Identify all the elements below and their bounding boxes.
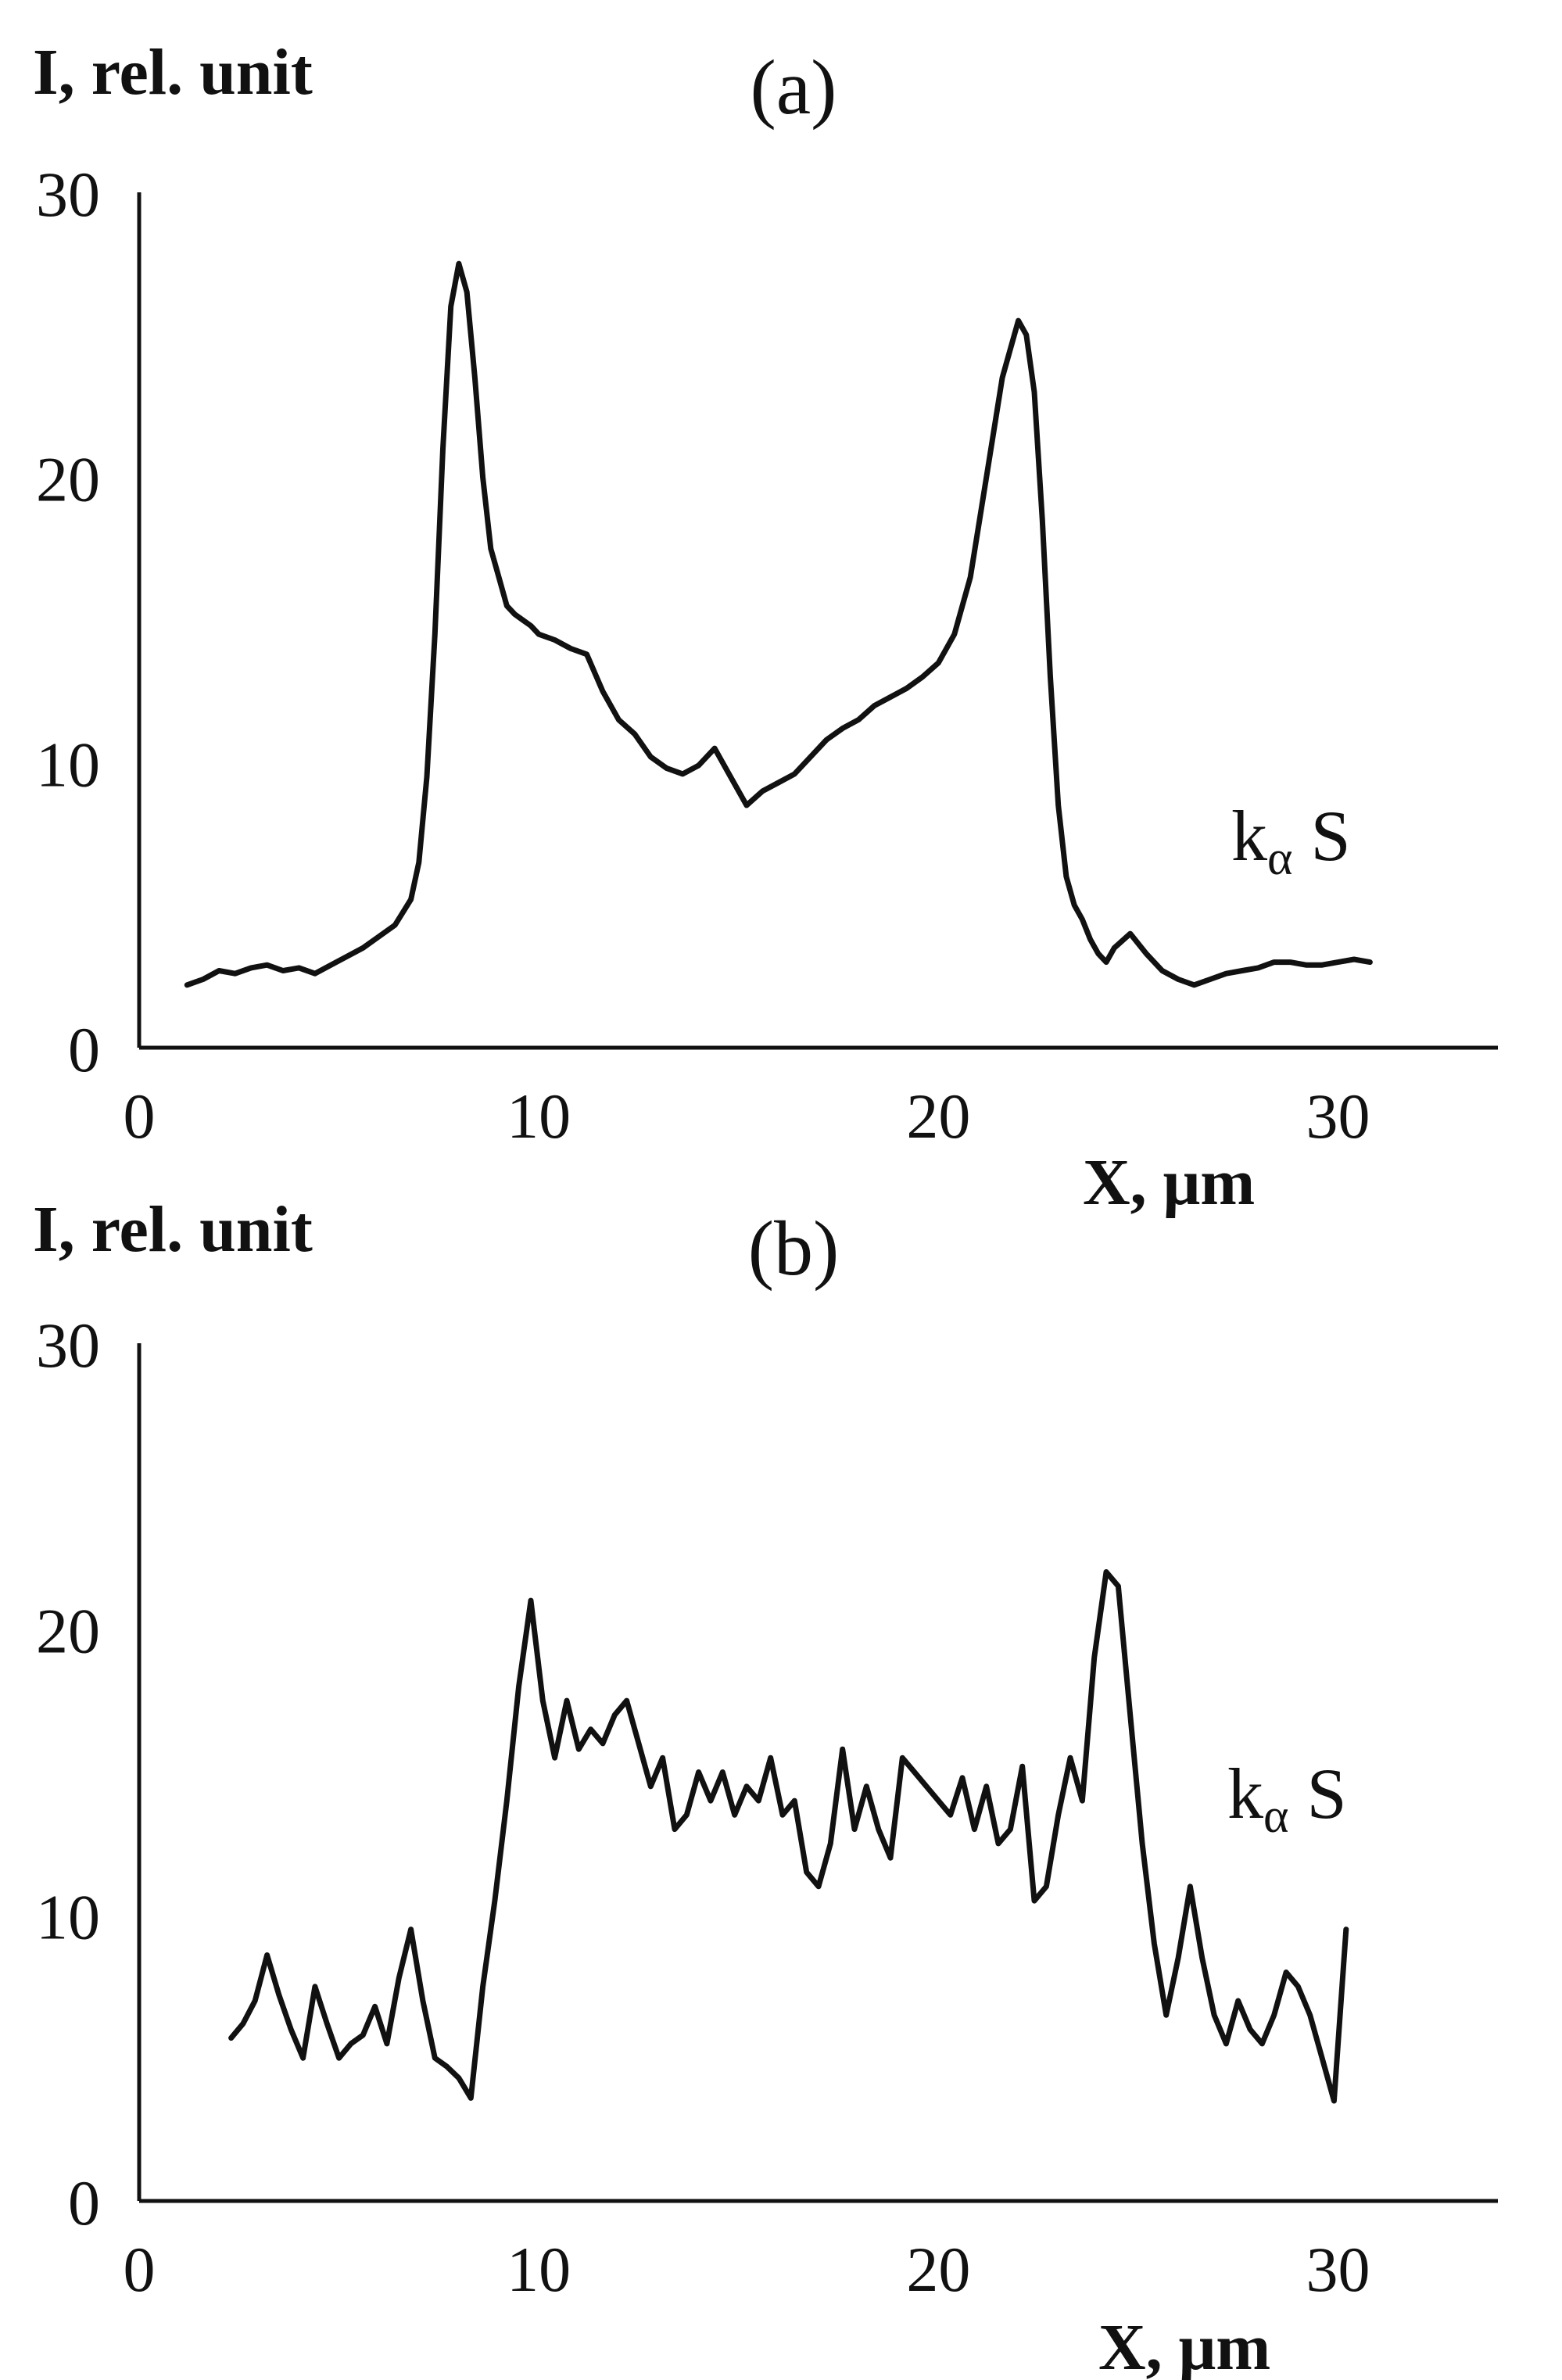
panel-b-y-tick-label: 20 [36, 1596, 100, 1667]
panel-a-annotation: kα S [1231, 796, 1351, 885]
panel-a: I, rel. unit (a) 0 10 20 30 0 10 20 30 kα S X, … [33, 36, 1498, 1219]
panel-b-series-line [228, 1569, 1349, 2104]
panel-b-title: (b) [748, 1205, 840, 1292]
panel-b-ticks: 0 10 20 30 0 10 20 30 [36, 1310, 1370, 2305]
panel-a-x-tick-label: 10 [507, 1081, 571, 1152]
panel-b-x-tick-label: 0 [124, 2234, 156, 2305]
panel-a-series-line [184, 260, 1373, 988]
panel-b-y-axis-label: I, rel. unit [33, 1193, 313, 1266]
panel-a-ticks: 0 10 20 30 0 10 20 30 [36, 159, 1370, 1152]
panel-b-y-tick-label: 30 [36, 1310, 100, 1381]
panel-b-x-axis-label: X, μm [1098, 2311, 1270, 2380]
panel-a-title: (a) [751, 44, 837, 131]
panel-a-y-tick-label: 20 [36, 444, 100, 515]
panel-b-annotation: kα S [1227, 1754, 1347, 1843]
panel-a-y-axis-label: I, rel. unit [33, 36, 313, 109]
panel-b-x-tick-label: 20 [906, 2234, 970, 2305]
panel-a-x-tick-label: 20 [906, 1081, 970, 1152]
panel-b: I, rel. unit (b) 0 10 20 30 0 10 20 30 kα S X, … [33, 1193, 1498, 2380]
panel-b-x-tick-label: 10 [507, 2234, 571, 2305]
panel-b-y-tick-label: 0 [68, 2167, 100, 2238]
panel-a-x-tick-label: 0 [124, 1081, 156, 1152]
panel-b-y-tick-label: 10 [36, 1881, 100, 1952]
panel-a-y-tick-label: 10 [36, 729, 100, 800]
panel-a-x-axis-label: X, μm [1083, 1146, 1255, 1219]
panel-a-y-tick-label: 30 [36, 159, 100, 230]
panel-a-y-tick-label: 0 [68, 1014, 100, 1085]
panel-a-x-tick-label: 30 [1306, 1081, 1370, 1152]
panel-b-x-tick-label: 30 [1306, 2234, 1370, 2305]
